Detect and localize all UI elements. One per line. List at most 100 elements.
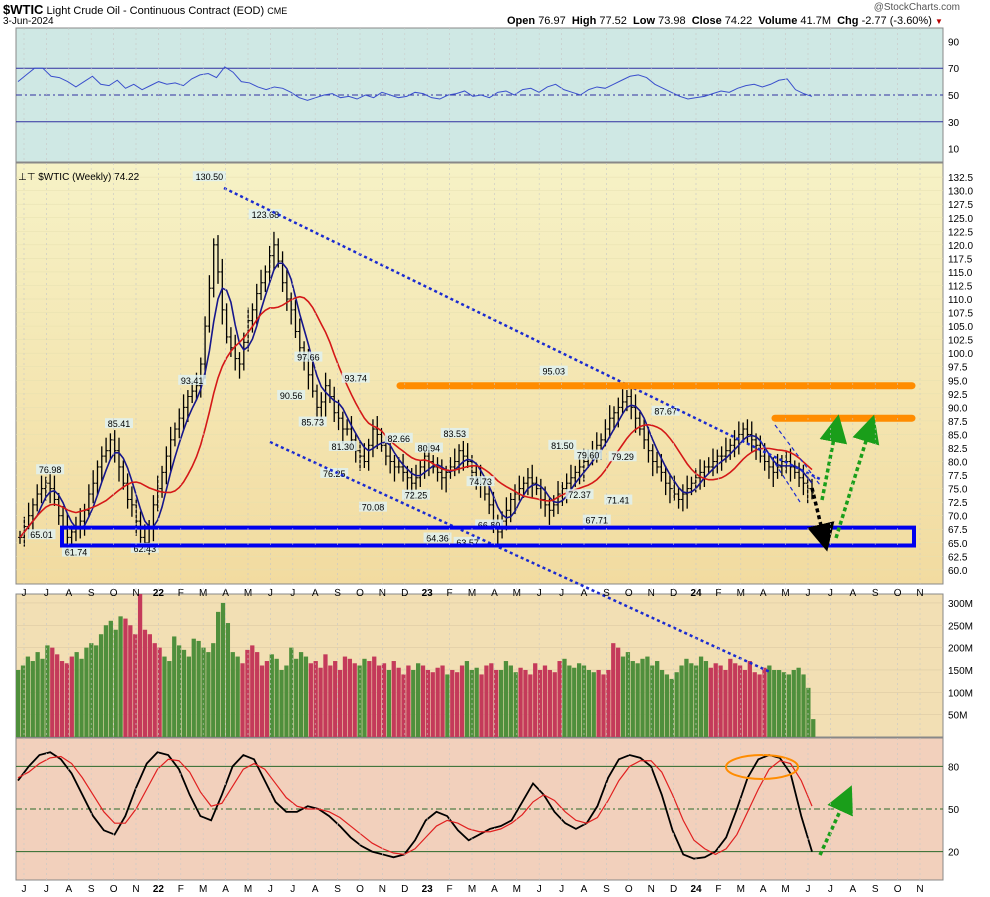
x-axis-label-bottom: S [872, 884, 879, 895]
ohlc-bar [676, 487, 681, 509]
volume-bar [250, 645, 255, 737]
volume-bar [562, 658, 567, 737]
ohlc-bar [551, 495, 556, 517]
price-label: 81.50 [551, 441, 574, 451]
volume-bar [289, 647, 294, 737]
price-tick-label: 65.0 [948, 539, 968, 550]
volume-bar [640, 658, 645, 737]
price-tick-label: 70.0 [948, 512, 968, 523]
volume-tick-label: 150M [948, 666, 973, 677]
exchange: CME [267, 6, 288, 16]
ohlc-bar [465, 443, 470, 469]
x-axis-label-bottom: O [110, 884, 118, 895]
volume-bar [503, 661, 509, 737]
volume-bar [679, 665, 684, 737]
price-tick-label: 80.0 [948, 458, 968, 469]
ohlc-bar [392, 455, 397, 482]
ohlc-bar [164, 446, 169, 485]
volume-bar [533, 663, 538, 737]
x-axis-label-bottom: A [581, 884, 588, 895]
volume-bar [245, 649, 250, 737]
price-label: 67.71 [586, 516, 609, 526]
ohlc-bar [336, 399, 341, 431]
ohlc-bar [728, 438, 733, 460]
ohlc-bar [568, 464, 573, 490]
ohlc-bar [125, 473, 130, 509]
x-axis-label-price: 22 [153, 588, 165, 599]
volume-bar [206, 652, 211, 737]
chg-value: -2.77 (-3.60%) [861, 15, 932, 27]
price-label: 79.29 [611, 452, 634, 462]
price-label: 66.80 [478, 520, 501, 530]
price-label-bg [651, 405, 680, 416]
volume-bar [547, 669, 552, 737]
volume-tick-label: 50M [948, 711, 967, 722]
volume-bar [474, 667, 479, 737]
rsi-tick-label: 90 [948, 37, 960, 48]
ohlc-bar [39, 475, 44, 504]
price-label: 80.94 [418, 444, 441, 454]
volume-bar [737, 665, 743, 737]
volume-bar [274, 658, 279, 737]
volume-bar [708, 667, 713, 737]
x-axis-label-bottom: F [178, 884, 184, 895]
ohlc-bar [181, 394, 186, 431]
volume-bar [406, 665, 411, 737]
price-label: 74.73 [469, 477, 492, 487]
price-tick-label: 120.0 [948, 241, 973, 252]
volume-bar [762, 667, 767, 737]
volume-bar [352, 663, 357, 737]
ohlc-bar [297, 318, 302, 357]
price-label: 81.30 [332, 442, 355, 452]
price-legend-text: $WTIC (Weekly) 74.22 [38, 172, 140, 183]
ohlc-bar [646, 426, 651, 463]
volume-value: 41.7M [800, 15, 831, 27]
volume-bar [381, 663, 387, 737]
volume-bar [235, 656, 240, 737]
price-tick-label: 107.5 [948, 309, 973, 320]
price-tick-label: 90.0 [948, 403, 968, 414]
volume-bar [123, 618, 128, 737]
ohlc-bar [754, 433, 759, 460]
volume-bar [572, 667, 577, 737]
dropdown-icon[interactable]: ▼ [934, 17, 943, 26]
volume-bar [489, 663, 494, 737]
ohlc-bar [452, 448, 457, 477]
volume-bar [776, 669, 782, 737]
volume-bar [328, 665, 333, 737]
volume-bar [552, 672, 557, 737]
price-label-bg [358, 501, 387, 512]
price-label-bg [61, 546, 90, 557]
volume-bar [284, 665, 289, 737]
volume-bar [230, 652, 235, 737]
volume-bar [733, 663, 738, 737]
price-label: 72.25 [405, 491, 428, 501]
ohlc-bar [310, 361, 315, 398]
ohlc-bar [30, 498, 35, 531]
volume-bar [152, 643, 157, 737]
ohlc-bar [117, 437, 121, 482]
volume-bar [79, 658, 84, 737]
volume-bar [664, 674, 670, 737]
volume-bar [333, 661, 338, 737]
volume-bar [367, 661, 372, 737]
volume-bar [401, 674, 406, 737]
volume-bar [269, 654, 274, 737]
ohlc-bar [121, 460, 126, 490]
x-axis-label-bottom: M [199, 884, 207, 895]
up-arrow [819, 414, 848, 501]
volume-bar [318, 667, 323, 737]
ohlc-bar [547, 498, 552, 525]
ohlc-bar [401, 453, 406, 482]
volume-bar [386, 669, 392, 737]
stoch-highlight-ellipse [725, 754, 799, 780]
volume-bar [791, 669, 796, 737]
price-label-bg [539, 365, 568, 376]
ohlc-bar [711, 448, 715, 477]
price-tick-label: 125.0 [948, 214, 973, 225]
rsi-panel: 90 70 50 30 10 [16, 37, 960, 156]
ohlc-bar [211, 238, 216, 298]
price-label-bg [475, 519, 504, 530]
volume-bar [94, 645, 99, 737]
